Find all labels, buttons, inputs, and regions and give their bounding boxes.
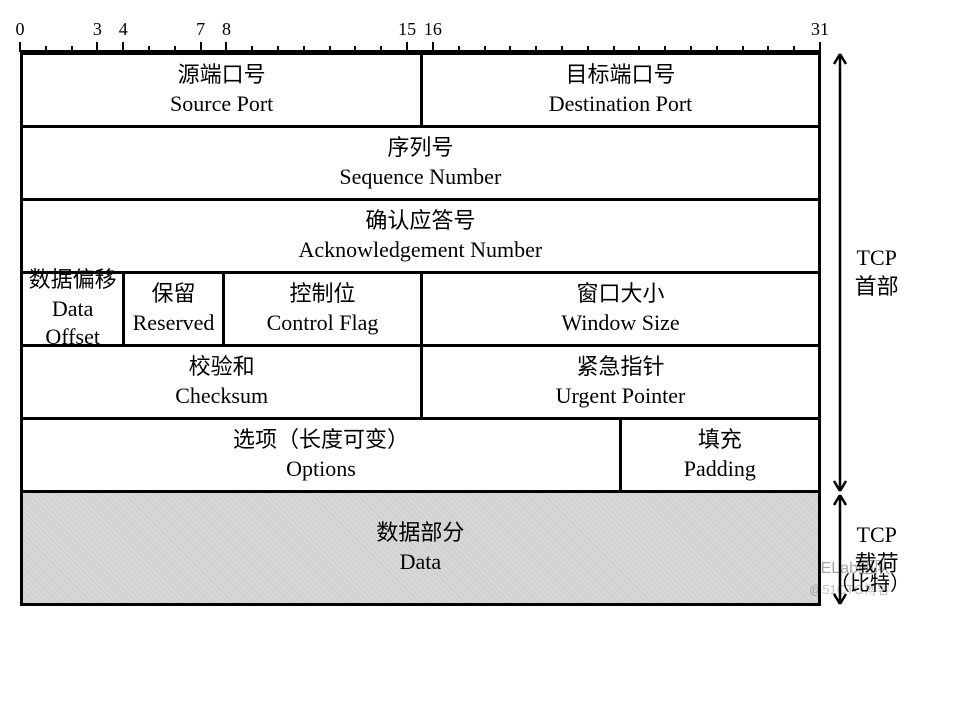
ruler-tick-minor xyxy=(303,46,305,52)
header-row: 确认应答号Acknowledgement Number xyxy=(23,201,818,274)
ruler-tick-minor xyxy=(509,46,511,52)
field-label-en: Data xyxy=(400,548,442,577)
bracket-label: TCP首部 xyxy=(855,244,899,301)
field-cell: 填充Padding xyxy=(619,420,818,490)
ruler-tick-label: 31 xyxy=(811,19,829,40)
header-table: 源端口号Source Port目标端口号Destination Port序列号S… xyxy=(20,52,821,606)
ruler-tick-minor xyxy=(664,46,666,52)
field-cell: 控制位Control Flag xyxy=(222,274,421,344)
field-cell: 保留Reserved xyxy=(122,274,221,344)
field-label-cn: 校验和 xyxy=(189,353,255,382)
field-label-en: Destination Port xyxy=(549,90,693,119)
ruler-tick-label: 3 xyxy=(93,19,102,40)
field-cell: 数据部分Data xyxy=(23,493,818,603)
field-label-en: Window Size xyxy=(561,309,679,338)
field-label-en: Padding xyxy=(684,455,756,484)
ruler-tick-minor xyxy=(638,46,640,52)
ruler-tick-major xyxy=(406,42,408,52)
field-label-en: Options xyxy=(286,455,356,484)
field-label-en: Acknowledgement Number xyxy=(298,236,542,265)
field-label-cn: 保留 xyxy=(151,280,195,309)
ruler-tick-major xyxy=(225,42,227,52)
bit-ruler: 03478151631 xyxy=(20,20,820,52)
field-label-cn: 紧急指针 xyxy=(576,353,664,382)
field-label-cn: 源端口号 xyxy=(178,61,266,90)
ruler-tick-minor xyxy=(45,46,47,52)
field-label-en: Data Offset xyxy=(27,295,118,352)
ruler-tick-minor xyxy=(561,46,563,52)
ruler-tick-minor xyxy=(174,46,176,52)
field-cell: 确认应答号Acknowledgement Number xyxy=(23,201,818,271)
ruler-tick-major xyxy=(96,42,98,52)
ruler-tick-major xyxy=(432,42,434,52)
field-cell: 窗口大小Window Size xyxy=(420,274,817,344)
ruler-tick-minor xyxy=(742,46,744,52)
field-label-en: Source Port xyxy=(170,90,273,119)
ruler-tick-minor xyxy=(613,46,615,52)
ruler-tick-label: 4 xyxy=(119,19,128,40)
ruler-tick-minor xyxy=(716,46,718,52)
header-row: 选项（长度可变）Options填充Padding xyxy=(23,420,818,493)
ruler-tick-label: 7 xyxy=(196,19,205,40)
ruler-tick-minor xyxy=(329,46,331,52)
field-label-en: Sequence Number xyxy=(339,163,501,192)
header-bracket: TCP首部 xyxy=(831,52,899,493)
bracket-label-line: TCP xyxy=(855,521,899,550)
field-label-cn: 目标端口号 xyxy=(565,61,675,90)
ruler-tick-minor xyxy=(767,46,769,52)
ruler-tick-minor xyxy=(535,46,537,52)
ruler-tick-minor xyxy=(380,46,382,52)
field-label-en: Checksum xyxy=(175,382,268,411)
field-cell: 目标端口号Destination Port xyxy=(420,55,817,125)
ruler-tick-minor xyxy=(484,46,486,52)
ruler-tick-label: 15 xyxy=(398,19,416,40)
field-cell: 选项（长度可变）Options xyxy=(23,420,619,490)
side-brackets: TCP首部TCP载荷 xyxy=(821,52,920,606)
watermark-source: @51CTO博客 xyxy=(809,579,890,598)
bracket-label-line: TCP xyxy=(855,244,899,273)
field-cell: 数据偏移Data Offset xyxy=(23,274,122,344)
bracket-label-line: 首部 xyxy=(855,273,899,302)
ruler-tick-label: 16 xyxy=(424,19,442,40)
ruler-tick-minor xyxy=(458,46,460,52)
ruler-tick-minor xyxy=(277,46,279,52)
field-cell: 校验和Checksum xyxy=(23,347,420,417)
field-cell: 序列号Sequence Number xyxy=(23,128,818,198)
field-cell: 源端口号Source Port xyxy=(23,55,420,125)
header-row: 校验和Checksum紧急指针Urgent Pointer xyxy=(23,347,818,420)
ruler-tick-minor xyxy=(71,46,73,52)
ruler-tick-minor xyxy=(793,46,795,52)
data-section-row: 数据部分Data xyxy=(23,493,818,603)
ruler-tick-label: 0 xyxy=(16,19,25,40)
field-label-cn: 序列号 xyxy=(387,134,453,163)
header-row: 序列号Sequence Number xyxy=(23,128,818,201)
ruler-tick-major xyxy=(200,42,202,52)
tcp-header-diagram: 03478151631 （比特） 源端口号Source Port目标端口号Des… xyxy=(20,20,920,606)
ruler-tick-minor xyxy=(690,46,692,52)
field-label-cn: 选项（长度可变） xyxy=(233,426,409,455)
field-label-cn: 控制位 xyxy=(289,280,355,309)
header-row: 数据偏移Data Offset保留Reserved控制位Control Flag… xyxy=(23,274,818,347)
watermark-team: ELab团队 xyxy=(821,554,890,578)
ruler-baseline xyxy=(20,50,820,52)
ruler-tick-minor xyxy=(148,46,150,52)
header-row: 源端口号Source Port目标端口号Destination Port xyxy=(23,55,818,128)
field-label-cn: 窗口大小 xyxy=(576,280,664,309)
field-cell: 紧急指针Urgent Pointer xyxy=(420,347,817,417)
ruler-tick-major xyxy=(19,42,21,52)
ruler-tick-major xyxy=(819,42,821,52)
field-label-cn: 确认应答号 xyxy=(365,207,475,236)
ruler-tick-minor xyxy=(251,46,253,52)
field-label-en: Control Flag xyxy=(267,309,379,338)
ruler-tick-major xyxy=(122,42,124,52)
field-label-cn: 数据偏移 xyxy=(29,266,117,295)
field-label-en: Urgent Pointer xyxy=(556,382,686,411)
ruler-tick-minor xyxy=(354,46,356,52)
field-label-cn: 数据部分 xyxy=(376,519,464,548)
field-label-en: Reserved xyxy=(133,309,215,338)
field-label-cn: 填充 xyxy=(698,426,742,455)
ruler-tick-label: 8 xyxy=(222,19,231,40)
ruler-tick-minor xyxy=(587,46,589,52)
bracket-arrow-icon xyxy=(831,52,849,493)
